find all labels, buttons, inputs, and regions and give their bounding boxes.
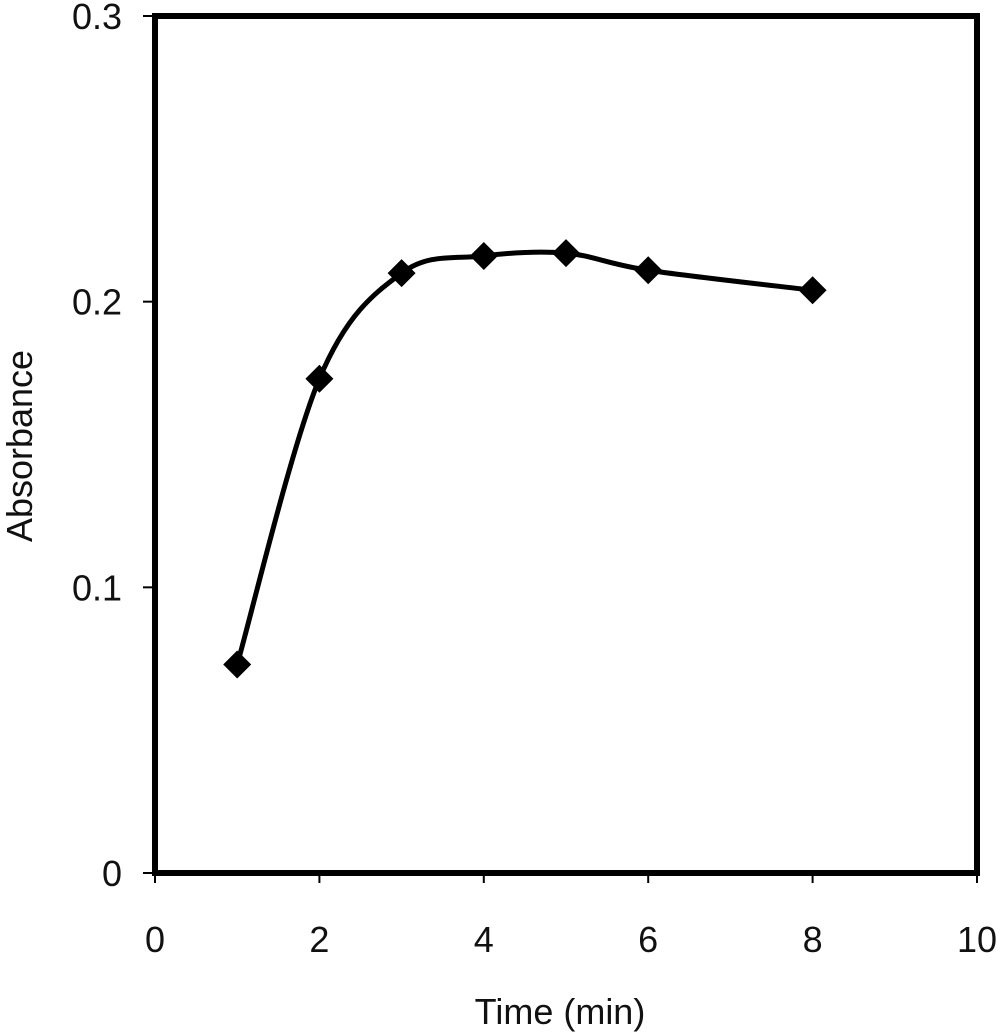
y-tick-label: 0.1	[72, 567, 122, 608]
data-point-marker	[305, 364, 334, 393]
y-tick-label: 0	[102, 853, 122, 894]
plot-frame	[152, 13, 980, 876]
data-point-marker	[634, 256, 663, 285]
y-axis-title: Absorbance	[0, 350, 40, 542]
axis-ticks	[143, 15, 978, 883]
data-point-marker	[223, 650, 252, 679]
y-tick-label: 0.2	[72, 282, 122, 323]
data-point-marker	[469, 241, 498, 270]
data-point-marker	[552, 239, 580, 268]
x-tick-label: 2	[309, 919, 329, 960]
data-point-marker	[387, 259, 416, 288]
x-tick-label: 10	[957, 919, 997, 960]
x-tick-label: 0	[145, 919, 165, 960]
x-tick-label: 8	[803, 919, 823, 960]
series-line	[234, 249, 816, 667]
tick-labels: 0 2 4 6 8 10 0 0.1 0.2 0.3	[72, 0, 997, 960]
data-markers	[223, 239, 827, 679]
x-tick-label: 6	[638, 919, 658, 960]
x-tick-label: 4	[474, 919, 494, 960]
data-point-marker	[798, 276, 827, 305]
x-axis-title: Time (min)	[475, 991, 646, 1032]
y-tick-label: 0.3	[72, 0, 122, 37]
